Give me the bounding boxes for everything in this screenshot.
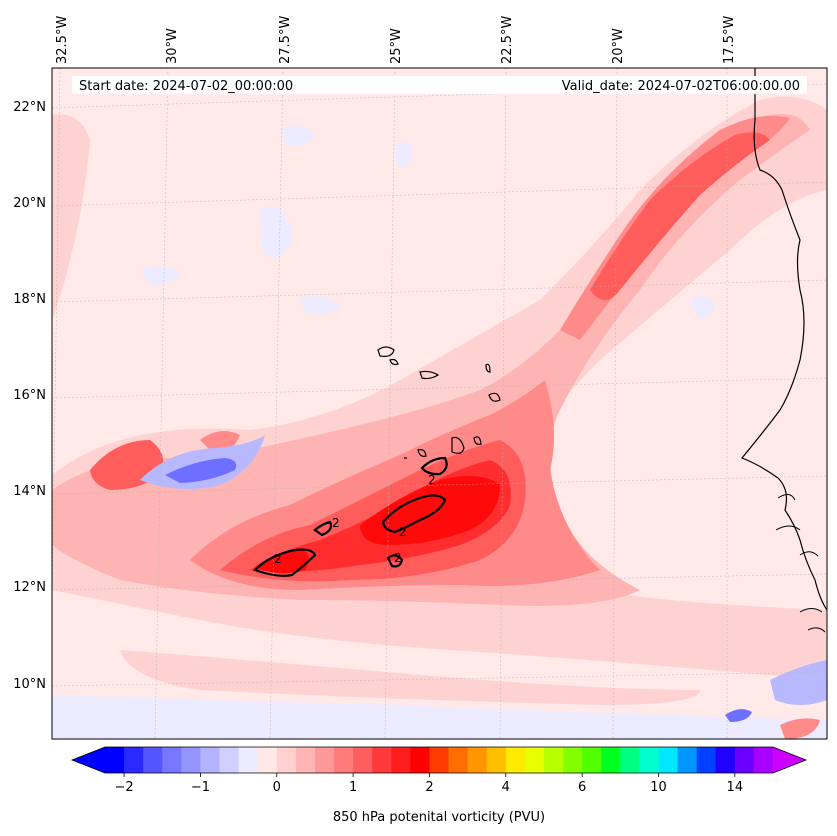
lon-label: 17.5°W (722, 16, 737, 64)
colorbar-cell (734, 747, 755, 773)
colorbar-cell (505, 747, 526, 773)
red-patch-se (780, 718, 820, 739)
pv-patch-bottom (120, 650, 700, 705)
colorbar-cell (200, 747, 220, 773)
pv-filament-core (590, 132, 770, 300)
lon-label: 20°W (611, 28, 626, 64)
colorbar-tick-label: 6 (578, 780, 586, 795)
colorbar-cell (276, 747, 297, 773)
lon-label: 22.5°W (500, 16, 515, 64)
colorbar-cell (257, 747, 278, 773)
colorbar-cell (219, 747, 239, 773)
map-panel: 2 2 2 2 2 Start date: 2024-07-02_00:00:0… (52, 68, 827, 739)
colorbar-cell (524, 747, 545, 773)
colorbar-tick-label: 1 (349, 780, 357, 795)
colorbar-cell (448, 747, 469, 773)
colorbar-cell (162, 747, 182, 773)
colorbar-over-arrow (773, 747, 806, 773)
colorbar-under-arrow (72, 747, 105, 773)
west-negative-core (165, 458, 237, 483)
colorbar-cell (486, 747, 507, 773)
colorbar-cell (181, 747, 201, 773)
colorbar-outline (70, 746, 808, 774)
colorbar-ticks: −2 −1 0 1 2 4 6 10 14 (114, 773, 743, 795)
colorbar-cell (677, 747, 698, 773)
colorbar-cell (410, 747, 430, 773)
colorbar-cell (639, 747, 659, 773)
colorbar-cell (295, 747, 316, 773)
colorbar-cell (582, 747, 602, 773)
lon-label: 25°W (389, 28, 404, 64)
lat-label: 12°N (13, 580, 46, 595)
colorbar-cell (696, 747, 717, 773)
pv-band-medium (52, 114, 810, 606)
colorbar-cell (601, 747, 621, 773)
colorbar: −2 −1 0 1 2 4 6 10 14 850 hPa potenital vorticit… (70, 746, 808, 825)
colorbar-cell (372, 747, 392, 773)
colorbar-cell (715, 747, 736, 773)
lat-label: 10°N (13, 677, 46, 692)
latitude-labels: 22°N 20°N 18°N 16°N 14°N 12°N 10°N (13, 100, 46, 692)
pv-2-contours (252, 456, 448, 577)
colorbar-cell (467, 747, 488, 773)
lat-label: 16°N (13, 388, 46, 403)
colorbar-tick-label: 14 (727, 780, 744, 795)
colorbar-cell (658, 747, 678, 773)
contour-label: 2 (428, 473, 436, 487)
pv-patch-left-top (52, 114, 90, 321)
colorbar-tick-label: 0 (273, 780, 281, 795)
info-banner (72, 76, 807, 94)
colorbar-cell (143, 747, 163, 773)
colorbar-cell (105, 747, 125, 773)
contour-label: 2 (399, 525, 407, 539)
contour-label: 2 (394, 551, 402, 565)
colorbar-tick-label: 2 (425, 780, 433, 795)
lon-label: 27.5°W (278, 16, 293, 64)
start-date-label: Start date: 2024-07-02_00:00:00 (79, 79, 293, 94)
blue-patch-se-2 (725, 709, 752, 722)
lat-label: 20°N (13, 196, 46, 211)
colorbar-cell (238, 747, 259, 773)
longitude-labels: 32.5°W 30°W 27.5°W 25°W 22.5°W 20°W 17.5… (55, 16, 737, 64)
colorbar-cell (391, 747, 411, 773)
africa-coastline (741, 68, 827, 611)
map-frame (51, 67, 828, 740)
colorbar-cell (334, 747, 354, 773)
colorbar-tick-label: 10 (650, 780, 667, 795)
contour-label: 2 (332, 516, 340, 530)
valid-date-label: Valid_date: 2024-07-02T06:00:00.00 (562, 79, 800, 94)
pv-core (360, 476, 500, 545)
contour-label: 2 (274, 552, 282, 566)
lat-label: 22°N (13, 100, 46, 115)
colorbar-tick-label: −1 (191, 780, 210, 795)
colorbar-cell (429, 747, 449, 773)
lat-label: 14°N (13, 484, 46, 499)
blue-patch-se-1 (770, 660, 827, 705)
cape-verde-islands (377, 346, 501, 459)
colorbar-cell (753, 747, 774, 773)
colorbar-tick-label: 4 (502, 780, 510, 795)
colorbar-title: 850 hPa potenital vorticity (PVU) (333, 810, 545, 825)
coast-detail (775, 494, 826, 633)
colorbar-cell (314, 747, 335, 773)
colorbar-cell (124, 747, 144, 773)
colorbar-cell (620, 747, 640, 773)
colorbar-tick-label: −2 (114, 780, 133, 795)
colorbar-cell (543, 747, 564, 773)
lon-label: 32.5°W (55, 16, 70, 64)
lon-label: 30°W (165, 28, 180, 64)
colorbar-cell (563, 747, 583, 773)
lat-label: 18°N (13, 292, 46, 307)
colorbar-cell (353, 747, 373, 773)
pv-core-west (255, 548, 309, 574)
contour-labels: 2 2 2 2 2 (274, 473, 436, 566)
colorbar-cells (105, 747, 774, 773)
